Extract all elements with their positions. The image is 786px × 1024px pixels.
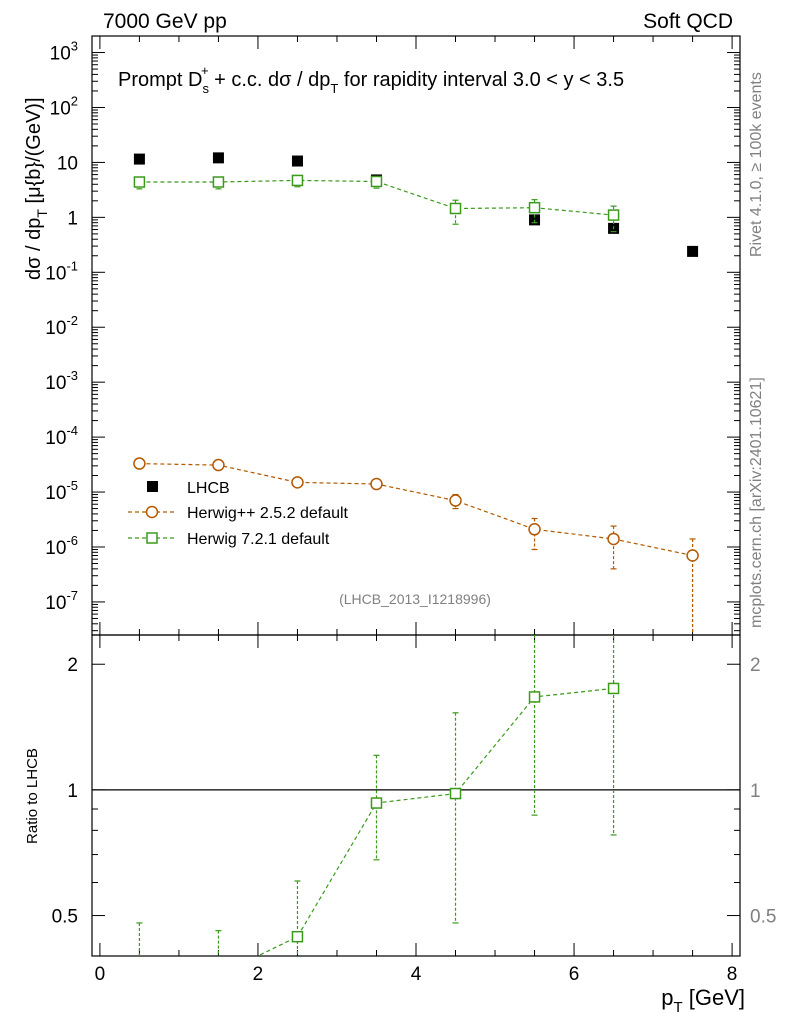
main-point-herwig-2-5-2-default	[528, 523, 541, 536]
legend-label-herwigpp: Herwig++ 2.5.2 default	[187, 505, 349, 522]
ratio-point-herwig-7-2-1-default-lhcb	[370, 797, 383, 809]
x-tick-label: 6	[569, 964, 580, 985]
x-axis-label: pT [GeV]	[661, 985, 745, 1016]
ratio-point-herwig-7-2-1-default-lhcb	[528, 691, 541, 703]
main-point-herwig-2-5-2-default	[607, 532, 620, 546]
main-y-tick-label: 10-3	[45, 368, 78, 394]
legend-marker-herwigpp	[145, 505, 159, 519]
ratio-point-herwig-7-2-1-default-lhcb	[291, 930, 304, 943]
main-y-tick-label: 10-5	[45, 478, 78, 504]
main-point-herwig-2-5-2-default	[449, 494, 462, 507]
legend-entry-herwig7: Herwig 7.2.1 default	[128, 531, 330, 548]
main-y-tick-label: 10-6	[45, 533, 78, 559]
main-line-herwig-2-5-2-default	[139, 463, 693, 557]
main-y-tick-label: 10-7	[45, 588, 78, 614]
main-y-axis-label: dσ / dpT [μ{b}/(GeV)]	[23, 97, 50, 280]
main-y-ticks: 10-7 10-6 10-5 10-4 10-3 10-2 10-1 1 10 102 103	[45, 35, 740, 632]
main-y-tick-label: 10-1	[45, 258, 78, 284]
main-point-herwig-2-5-2-default	[212, 458, 225, 472]
x-tick-label: 0	[95, 964, 106, 985]
main-point-lhcb	[133, 153, 145, 165]
ratio-plot-frame	[91, 634, 741, 957]
ratio-y-tick-label-right: 0.5	[750, 907, 776, 928]
main-point-herwig-7-2-1-default	[133, 176, 146, 188]
ratio-y-axis-label: Ratio to LHCB	[24, 748, 41, 844]
main-y-tick-label: 1	[67, 208, 78, 229]
source-label: mcplots.cern.ch [arXiv:2401.10621]	[748, 377, 765, 628]
main-point-herwig-7-2-1-default	[528, 201, 541, 214]
legend: LHCB Herwig++ 2.5.2 default Herwig 7.2.1…	[128, 480, 349, 548]
main-point-herwig-7-2-1-default	[607, 209, 620, 221]
ratio-y-tick-label-right: 2	[750, 655, 761, 676]
x-tick-label: 8	[727, 964, 738, 985]
main-y-tick-label: 10-4	[45, 423, 78, 449]
rivet-label: Rivet 4.1.0, ≥ 100k events	[748, 72, 765, 257]
main-point-lhcb	[212, 152, 224, 164]
main-point-lhcb	[687, 245, 699, 257]
legend-label-herwig7: Herwig 7.2.1 default	[187, 531, 330, 548]
ratio-plot-panel: 0.5 0.5 1 1 2 2 0 2 4 6 8 Ratio to LHCB pT [GeV]	[24, 634, 776, 1016]
ratio-y-tick-label-right: 1	[750, 781, 761, 802]
ratio-x-ticks: 0 2 4 6 8	[95, 635, 738, 985]
ratio-y-tick-label: 2	[67, 655, 78, 676]
legend-marker-herwig7	[146, 532, 158, 544]
category-label: Soft QCD	[643, 10, 733, 33]
ratio-point-herwig-7-2-1-default-lhcb	[449, 787, 462, 800]
main-y-tick-label: 10	[57, 153, 78, 174]
x-tick-label: 2	[253, 964, 264, 985]
main-y-tick-label: 103	[50, 39, 78, 65]
ratio-y-tick-label: 0.5	[52, 907, 78, 928]
x-tick-label: 4	[411, 964, 422, 985]
ratio-series-clipped	[136, 635, 620, 956]
ratio-point-herwig-7-2-1-default-lhcb	[607, 682, 620, 695]
main-series	[133, 152, 699, 635]
main-point-lhcb	[291, 155, 303, 167]
main-title: Prompt Ds+ + c.c. dσ / dpT for rapidity …	[118, 63, 624, 96]
ratio-y-tick-label: 1	[67, 781, 78, 802]
analysis-watermark: (LHCB_2013_I1218996)	[339, 591, 491, 607]
ratio-series	[136, 635, 620, 956]
main-point-herwig-7-2-1-default	[291, 174, 304, 187]
main-x-ticks	[99, 36, 733, 635]
main-point-herwig-2-5-2-default	[291, 476, 304, 489]
legend-entry-lhcb: LHCB	[147, 480, 230, 497]
energy-label: 7000 GeV pp	[103, 10, 227, 33]
main-y-tick-label: 102	[50, 93, 78, 119]
main-point-herwig-2-5-2-default	[133, 457, 146, 470]
main-point-herwig-7-2-1-default	[370, 175, 383, 188]
main-point-herwig-7-2-1-default	[449, 202, 462, 215]
main-point-herwig-7-2-1-default	[212, 176, 225, 188]
main-plot-panel: 10-7 10-6 10-5 10-4 10-3 10-2 10-1 1 10 102 103 Pr…	[23, 35, 741, 636]
legend-label-lhcb: LHCB	[187, 480, 230, 497]
ratio-y-ticks: 0.5 0.5 1 1 2 2	[52, 655, 776, 957]
legend-entry-herwigpp: Herwig++ 2.5.2 default	[128, 505, 349, 522]
main-y-tick-label: 10-2	[45, 313, 78, 339]
main-point-herwig-2-5-2-default	[686, 549, 699, 562]
main-point-herwig-2-5-2-default	[370, 477, 383, 491]
legend-marker-lhcb	[147, 481, 158, 492]
